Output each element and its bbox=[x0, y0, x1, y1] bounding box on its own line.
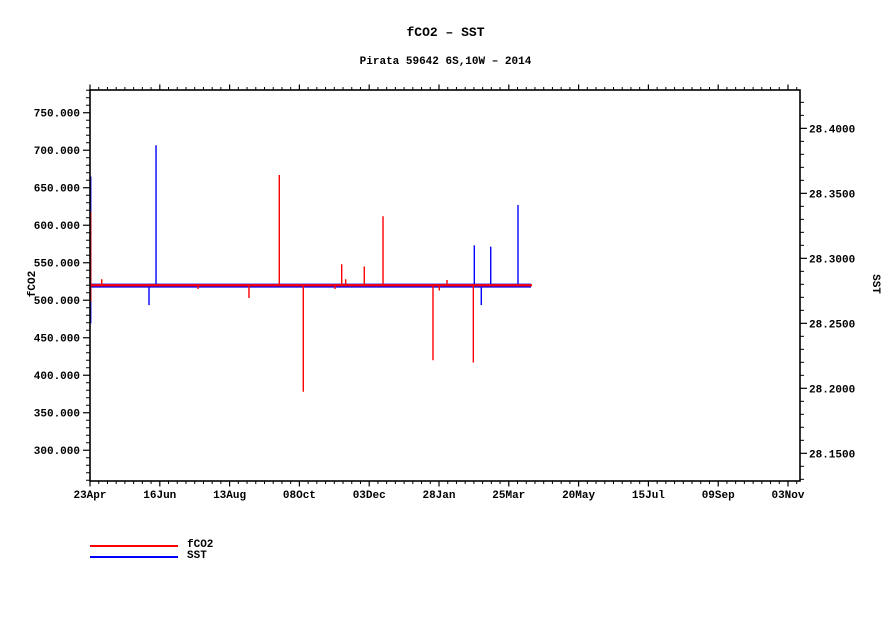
x-tick-label: 16Jun bbox=[143, 490, 176, 502]
x-tick-label: 15Jul bbox=[632, 490, 665, 502]
legend-label-sst: SST bbox=[187, 550, 207, 562]
left-tick-label: 300.000 bbox=[34, 446, 80, 458]
left-tick-label: 650.000 bbox=[34, 184, 80, 196]
left-tick-label: 550.000 bbox=[34, 259, 80, 271]
x-tick-label: 23Apr bbox=[73, 490, 106, 502]
left-tick-label: 750.000 bbox=[34, 109, 80, 121]
x-tick-label: 28Jan bbox=[422, 490, 455, 502]
x-tick-label: 09Sep bbox=[702, 490, 735, 502]
right-tick-label: 28.4000 bbox=[809, 124, 855, 136]
right-tick-label: 28.3000 bbox=[809, 254, 855, 266]
x-tick-label: 20May bbox=[562, 490, 595, 502]
right-tick-label: 28.3500 bbox=[809, 189, 855, 201]
legend-item-fco2: fCO2 bbox=[90, 540, 213, 551]
left-tick-label: 350.000 bbox=[34, 409, 80, 421]
right-axis-title: SST bbox=[869, 274, 881, 294]
x-tick-label: 03Dec bbox=[353, 490, 386, 502]
left-tick-label: 700.000 bbox=[34, 146, 80, 158]
legend-label-fco2: fCO2 bbox=[187, 539, 214, 551]
left-tick-label: 450.000 bbox=[34, 334, 80, 346]
left-axis-title: fCO2 bbox=[27, 270, 39, 298]
chart-subtitle: Pirata 59642 6S,10W – 2014 bbox=[359, 56, 532, 68]
x-tick-label: 13Aug bbox=[213, 490, 246, 502]
legend-item-sst: SST bbox=[90, 551, 213, 562]
legend: fCO2 SST bbox=[90, 540, 213, 562]
x-tick-label: 25Mar bbox=[492, 490, 525, 502]
left-tick-label: 500.000 bbox=[34, 296, 80, 308]
fco2-line-swatch bbox=[90, 544, 178, 547]
right-tick-label: 28.2500 bbox=[809, 319, 855, 331]
right-tick-label: 28.2000 bbox=[809, 384, 855, 396]
left-tick-label: 600.000 bbox=[34, 221, 80, 233]
chart-title: fCO2 – SST bbox=[406, 25, 485, 40]
x-tick-label: 08Oct bbox=[283, 490, 316, 502]
left-tick-label: 400.000 bbox=[34, 371, 80, 383]
x-tick-label: 03Nov bbox=[771, 490, 804, 502]
right-tick-label: 28.1500 bbox=[809, 449, 855, 461]
sst-line-swatch bbox=[90, 555, 178, 558]
